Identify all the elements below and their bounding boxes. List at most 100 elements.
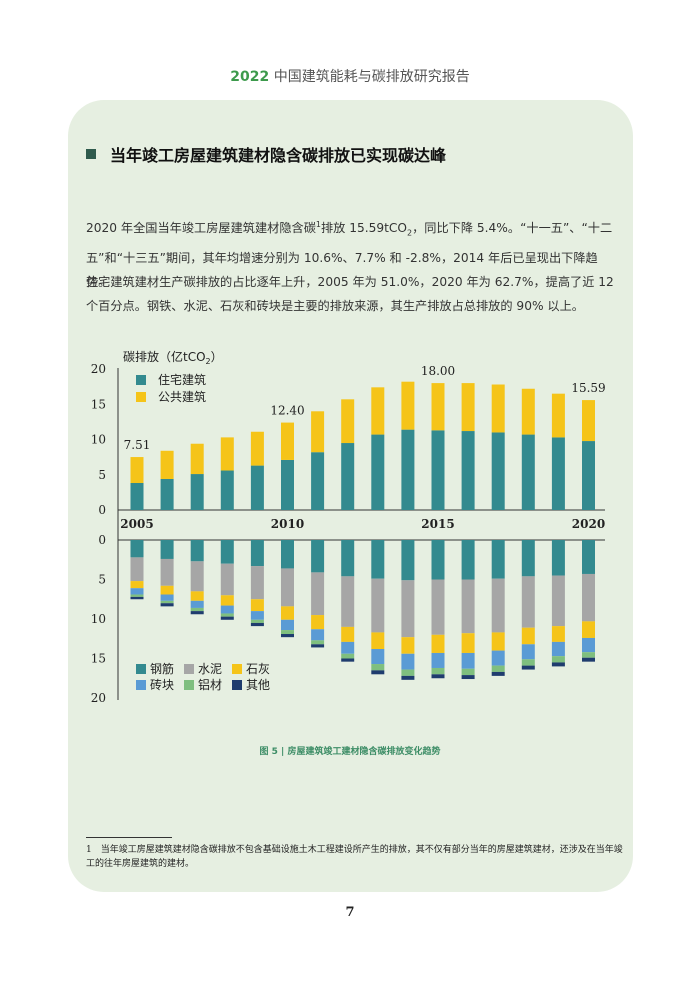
bar-segment [551, 393, 565, 438]
bar-segment [160, 478, 174, 510]
bar-segment-lower [160, 600, 174, 604]
legend-label: 住宅建筑 [158, 372, 206, 387]
data-label: 7.51 [124, 438, 151, 452]
y-axis-title-tail: ） [211, 350, 223, 364]
bar-segment [130, 482, 144, 510]
y-axis-title-sub: 2 [206, 357, 211, 366]
y-tick-label: 10 [91, 433, 106, 447]
bar-segment-lower [281, 606, 294, 620]
footnote-ref: 1 [315, 220, 321, 229]
x-tick-label: 2010 [271, 517, 304, 531]
bar-segment [190, 474, 204, 510]
legend-swatch [136, 392, 146, 402]
square-bullet-icon [86, 149, 96, 159]
bar-segment-lower [371, 578, 385, 633]
bar-segment [371, 387, 385, 435]
bar-segment [130, 457, 144, 483]
bar-segment-lower [582, 637, 595, 653]
bar-segment-lower [431, 667, 445, 675]
bar-segment [371, 434, 385, 510]
bar-segment [311, 452, 325, 510]
bar-segment-lower [220, 613, 234, 617]
bar-segment-lower [521, 644, 535, 660]
x-tick-label: 2020 [572, 517, 605, 531]
bar-segment-lower [281, 568, 294, 607]
bar-segment [401, 429, 415, 510]
bar-segment [582, 441, 595, 510]
y-axis-title: 碳排放（亿tCO2） [123, 349, 223, 366]
bar-segment-lower [250, 566, 264, 600]
bar-segment-lower [401, 580, 415, 638]
legend-swatch-lower [232, 680, 242, 690]
y-tick-label-lower: 15 [91, 652, 106, 666]
legend-swatch-lower [184, 680, 194, 690]
bar-segment [431, 383, 445, 431]
bar-segment-lower [281, 630, 294, 635]
page-number: 7 [345, 905, 355, 920]
footnote: 1 当年竣工房屋建筑建材隐含碳排放不包含基础设施土木工程建设所产生的排放，其不仅… [86, 845, 623, 869]
bar-segment-lower [341, 576, 355, 627]
bar-segment-lower [160, 585, 174, 595]
bar-segment-lower [130, 557, 144, 582]
bar-segment-lower [431, 579, 445, 635]
bar-segment [220, 437, 234, 471]
bar-segment-lower [190, 600, 204, 608]
bar-segment-lower [551, 540, 565, 576]
bar-segment-lower [311, 640, 325, 645]
bar-segment-lower [551, 656, 565, 663]
bar-segment [250, 465, 264, 510]
legend-label: 公共建筑 [158, 389, 206, 404]
bar-segment-lower [220, 563, 234, 596]
bar-segment-lower [220, 605, 234, 614]
bar-segment-lower [250, 619, 264, 623]
bar-segment-lower [281, 540, 294, 569]
bar-segment-lower [461, 652, 475, 669]
bar-segment-lower [250, 540, 264, 567]
bar-segment-lower [521, 627, 535, 645]
bar-segment-lower [341, 626, 355, 642]
bar-segment-lower [250, 599, 264, 612]
legend-swatch-lower [136, 664, 146, 674]
bar-segment-lower [281, 619, 294, 631]
legend-swatch-lower [136, 680, 146, 690]
legend-swatch [136, 375, 146, 385]
bar-segment-lower [431, 634, 445, 653]
bar-segment [491, 432, 505, 510]
bar-segment [461, 383, 475, 432]
bar-segment-lower [371, 670, 385, 675]
bar-segment [341, 399, 355, 444]
bar-segment-lower [401, 653, 415, 670]
bar-segment-lower [401, 540, 415, 581]
bar-segment-lower [311, 615, 325, 630]
bar-segment-lower [341, 641, 355, 654]
bar-segment-lower [371, 540, 385, 579]
bar-segment-lower [160, 558, 174, 586]
bar-segment-lower [401, 637, 415, 654]
bar-segment [521, 434, 535, 510]
bar-segment [431, 430, 445, 510]
bar-segment-lower [551, 641, 565, 657]
bar-segment-lower [401, 669, 415, 676]
bar-segment [461, 431, 475, 510]
bar-segment-lower [582, 621, 595, 638]
bar-segment-lower [431, 674, 445, 679]
bar-segment-lower [491, 671, 505, 676]
bar-segment-lower [431, 540, 445, 580]
legend-label-lower: 水泥 [198, 662, 222, 676]
bar-segment [521, 388, 535, 435]
bar-segment-lower [371, 632, 385, 650]
bar-segment-lower [461, 579, 475, 634]
bar-segment-lower [220, 595, 234, 606]
bar-segment-lower [461, 675, 475, 680]
bar-segment [281, 459, 294, 510]
section-heading: 当年竣工房屋建筑建材隐含碳排放已实现碳达峰 [86, 142, 446, 166]
para1-subscript: 2 [407, 228, 413, 238]
bar-segment-lower [130, 581, 144, 589]
figure-caption: 图 5 | 房屋建筑竣工建材隐含碳排放变化趋势 [259, 747, 441, 757]
bar-segment [491, 384, 505, 433]
y-tick-label-lower: 0 [98, 533, 106, 547]
data-label: 12.40 [270, 404, 304, 418]
bar-segment-lower [521, 659, 535, 666]
y-axis-title-main: 碳排放（亿tCO [123, 349, 206, 364]
